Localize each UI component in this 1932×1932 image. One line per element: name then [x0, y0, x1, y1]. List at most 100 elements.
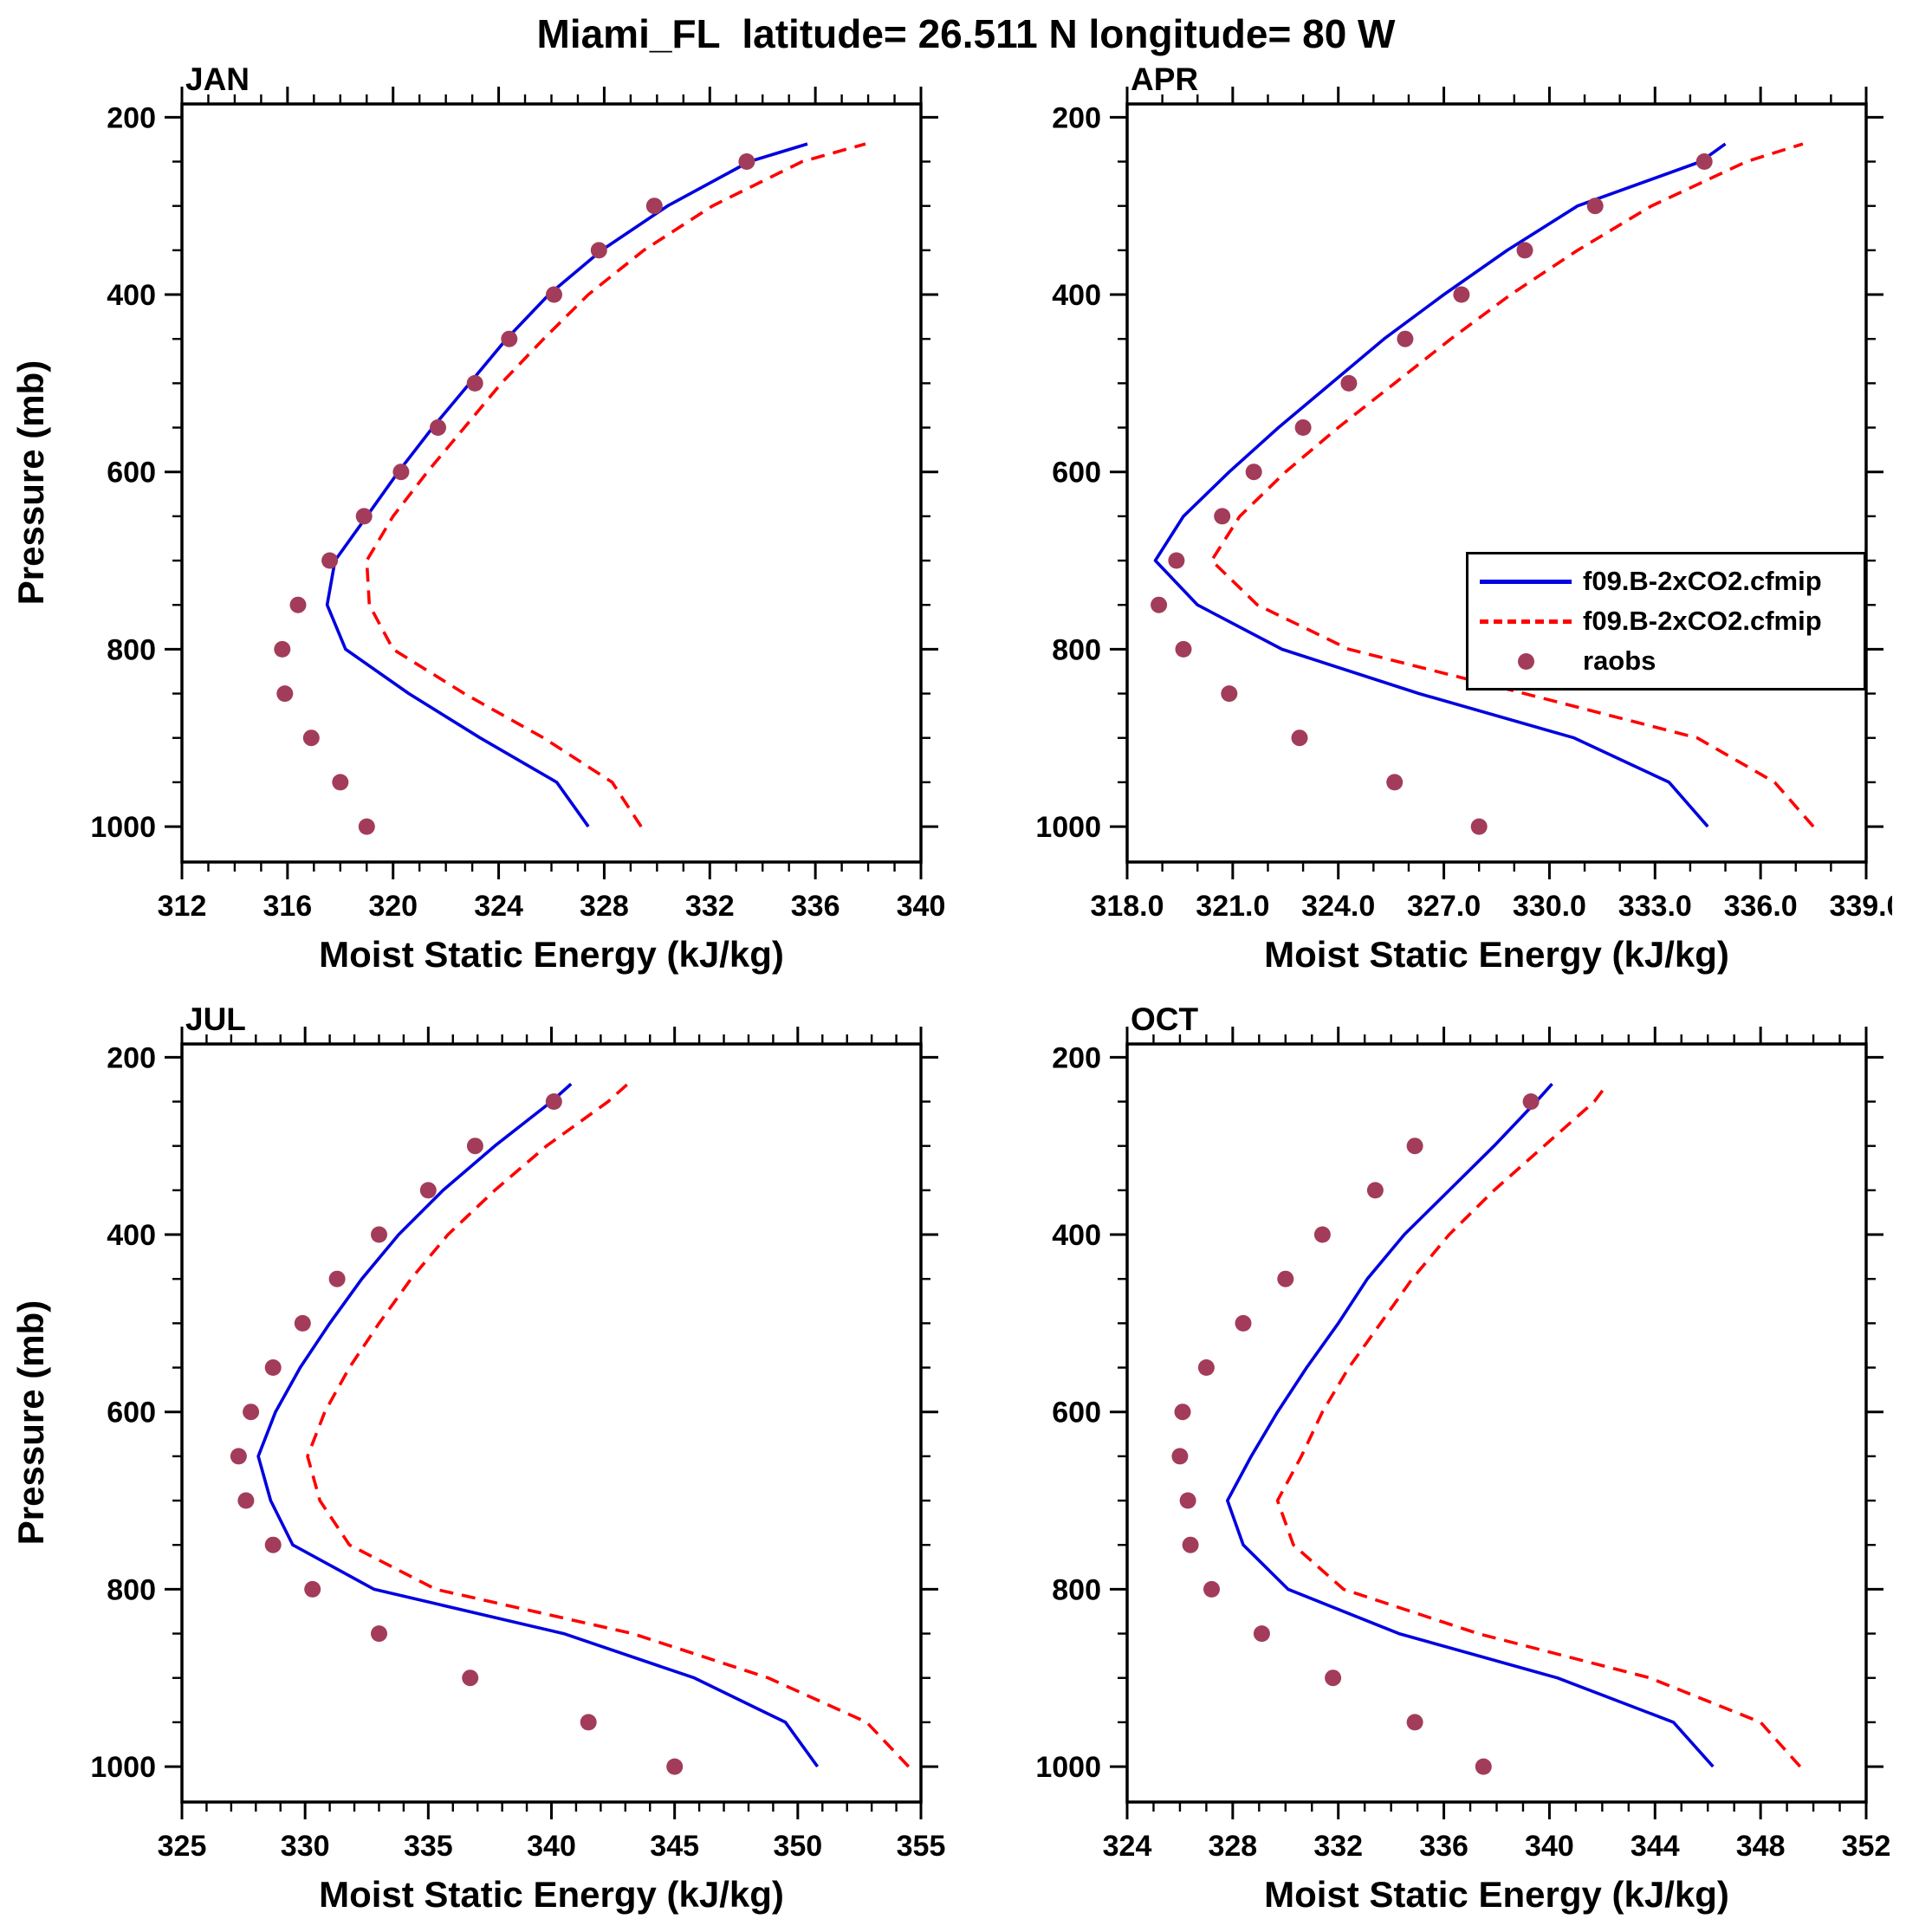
- y-tick-label: 1000: [90, 811, 156, 844]
- raobs-dot: [1291, 729, 1308, 747]
- raobs-dot: [230, 1448, 247, 1465]
- x-tick-label: 332: [1313, 1830, 1363, 1863]
- y-tick-label: 800: [1052, 633, 1101, 666]
- raobs-dot: [264, 1536, 282, 1553]
- x-tick-label: 339.0: [1829, 890, 1892, 923]
- panel-oct: 324 328 332 336 340 344 348 352 200 400 600 800 1000…: [997, 996, 1892, 1867]
- raobs-dot: [294, 1314, 311, 1332]
- raobs-dot: [1470, 818, 1488, 835]
- panel-apr: 318.0 321.0 324.0 327.0 330.0 333.0 336.0 339.0…: [997, 56, 1892, 927]
- legend-label: raobs: [1583, 645, 1656, 676]
- y-tick-label: 800: [107, 633, 156, 666]
- x-tick-label: 316: [263, 890, 312, 923]
- raobs-dot: [1340, 374, 1358, 392]
- x-tick-label: 318.0: [1090, 890, 1164, 923]
- raobs-dot: [1453, 286, 1470, 303]
- raobs-dot: [1182, 1536, 1199, 1553]
- raobs-dot: [1313, 1226, 1331, 1243]
- raobs-dot: [1235, 1314, 1252, 1332]
- raobs-dot: [355, 508, 373, 525]
- raobs-dot: [462, 1669, 479, 1687]
- model-solid-line: [1153, 142, 1727, 828]
- y-tick-label: 600: [107, 1397, 156, 1430]
- x-tick-label: 352: [1842, 1830, 1891, 1863]
- raobs-dot: [243, 1404, 260, 1421]
- raobs-dot: [1203, 1580, 1220, 1598]
- x-tick-label: 340: [897, 890, 946, 923]
- raobs-dot: [237, 1492, 255, 1509]
- solid-line-swatch: [1468, 579, 1583, 584]
- model-solid-line: [325, 142, 808, 828]
- x-tick-label: 350: [773, 1830, 822, 1863]
- raobs-dot: [1325, 1669, 1342, 1687]
- plot-frame: [1125, 102, 1868, 864]
- raobs-dot: [1221, 685, 1238, 703]
- raobs-dot: [466, 374, 483, 392]
- x-axis-label-oct: Moist Static Energy (kJ/kg): [1264, 1874, 1729, 1915]
- raobs-dot: [332, 774, 349, 791]
- raobs-dot: [1516, 242, 1533, 259]
- y-tick-label: 1000: [1035, 1751, 1101, 1784]
- y-tick-label: 200: [107, 101, 156, 134]
- legend: f09.B-2xCO2.cfmip f09.B-2xCO2.cfmip raob…: [1466, 552, 1866, 690]
- raobs-dot: [1197, 1359, 1215, 1376]
- x-tick-label: 336.0: [1724, 890, 1798, 923]
- co2-dashed-line: [1275, 1083, 1802, 1768]
- raobs-dot: [1366, 1182, 1384, 1199]
- dashed-line-swatch: [1468, 619, 1583, 624]
- co2-dashed-line: [365, 142, 866, 828]
- y-tick-label: 1000: [1035, 811, 1101, 844]
- y-tick-label: 200: [1052, 101, 1101, 134]
- legend-item-model2x: f09.B-2xCO2.cfmip: [1468, 601, 1864, 641]
- x-tick-label: 340: [1525, 1830, 1574, 1863]
- raobs-dot: [580, 1714, 597, 1731]
- raobs-dot: [1168, 552, 1185, 569]
- x-tick-label: 348: [1736, 1830, 1786, 1863]
- figure-title: Miami_FL latitude= 26.511 N longitude= 8…: [536, 11, 1396, 56]
- legend-item-model: f09.B-2xCO2.cfmip: [1468, 561, 1864, 601]
- model-solid-line: [1225, 1082, 1715, 1768]
- raobs-dot: [1175, 640, 1192, 658]
- raobs-dot: [1586, 198, 1604, 215]
- x-tick-label: 333.0: [1618, 890, 1692, 923]
- raobs-dot: [302, 729, 320, 747]
- raobs-dot: [1294, 419, 1312, 436]
- x-tick-label: 332: [685, 890, 735, 923]
- raobs-dot: [1475, 1758, 1492, 1775]
- panel-label-jan: JAN: [185, 62, 250, 97]
- y-tick-label: 400: [1052, 279, 1101, 312]
- x-tick-label: 336: [791, 890, 840, 923]
- y-tick-label: 800: [107, 1573, 156, 1606]
- plot-frame: [180, 102, 923, 864]
- oct-plot: 324 328 332 336 340 344 348 352 200 400 600 800 1000: [1035, 1027, 1891, 1863]
- raobs-dot: [289, 596, 307, 613]
- y-tick-label: 600: [1052, 1397, 1101, 1430]
- y-tick-label: 600: [1052, 457, 1101, 489]
- raobs-dot: [666, 1758, 684, 1775]
- raobs-dot: [546, 286, 562, 303]
- raobs-dot: [1253, 1625, 1270, 1643]
- raobs-dot: [264, 1359, 282, 1376]
- y-tick-label: 1000: [90, 1751, 156, 1784]
- model-solid-line: [256, 1082, 820, 1768]
- raobs-dot: [738, 153, 755, 170]
- dot-swatch: [1468, 652, 1583, 670]
- panel-label-apr: APR: [1131, 62, 1199, 97]
- raobs-dot: [1245, 464, 1262, 481]
- legend-label: f09.B-2xCO2.cfmip: [1583, 606, 1822, 636]
- raobs-dot: [321, 552, 339, 569]
- panel-label-jul: JUL: [185, 1002, 246, 1037]
- panel-label-oct: OCT: [1131, 1002, 1199, 1037]
- y-axis-label-top: Pressure (mb): [10, 360, 51, 606]
- apr-plot: 318.0 321.0 324.0 327.0 330.0 333.0 336.0 339.0…: [1035, 87, 1892, 923]
- x-tick-label: 328: [580, 890, 629, 923]
- raobs-dot: [1406, 1714, 1423, 1731]
- x-tick-label: 340: [527, 1830, 576, 1863]
- panel-jan: 312 316 320 324 328 332 336 340 200 400 600 800 1000…: [52, 56, 947, 927]
- x-tick-label: 330.0: [1513, 890, 1586, 923]
- x-axis-label-apr: Moist Static Energy (kJ/kg): [1264, 934, 1729, 975]
- raobs-dot: [545, 1093, 562, 1110]
- raobs-dot: [358, 818, 375, 835]
- raobs-dot: [430, 419, 446, 436]
